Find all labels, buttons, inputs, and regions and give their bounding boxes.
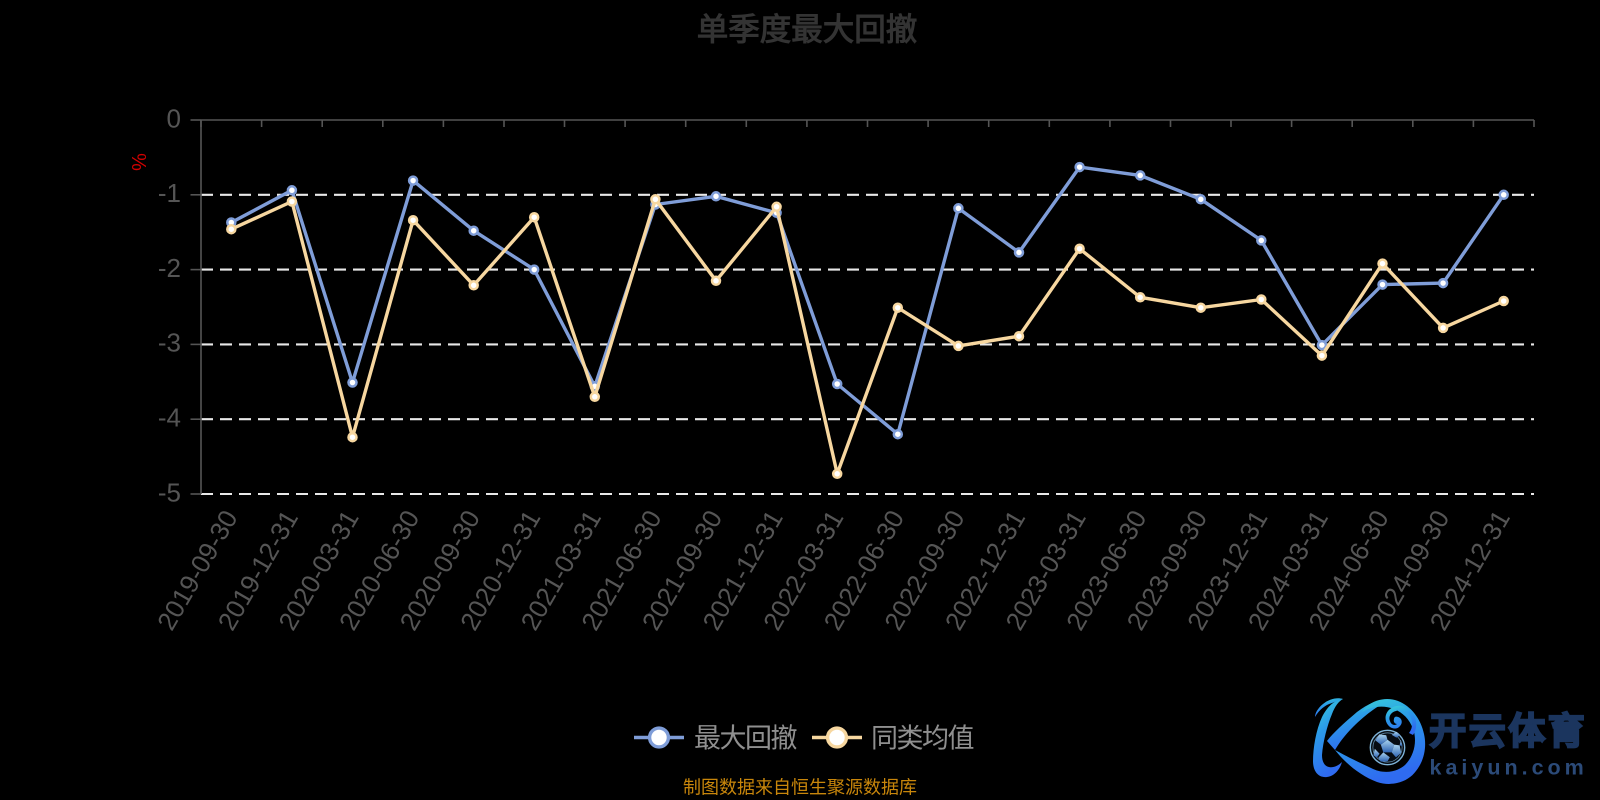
svg-text:%: % (127, 153, 149, 171)
svg-text:制图数据来自恒生聚源数据库: 制图数据来自恒生聚源数据库 (683, 777, 917, 797)
svg-text:-2: -2 (158, 253, 181, 283)
svg-text:-1: -1 (158, 178, 181, 208)
svg-text:0: 0 (167, 103, 181, 133)
svg-text:同类均值: 同类均值 (871, 723, 973, 753)
svg-text:-5: -5 (158, 477, 181, 507)
svg-text:-3: -3 (158, 328, 181, 358)
svg-text:开云体育: 开云体育 (1430, 711, 1588, 752)
svg-text:最大回撤: 最大回撤 (694, 723, 796, 753)
svg-text:-4: -4 (158, 403, 181, 433)
svg-text:kaiyun.com: kaiyun.com (1430, 756, 1588, 780)
